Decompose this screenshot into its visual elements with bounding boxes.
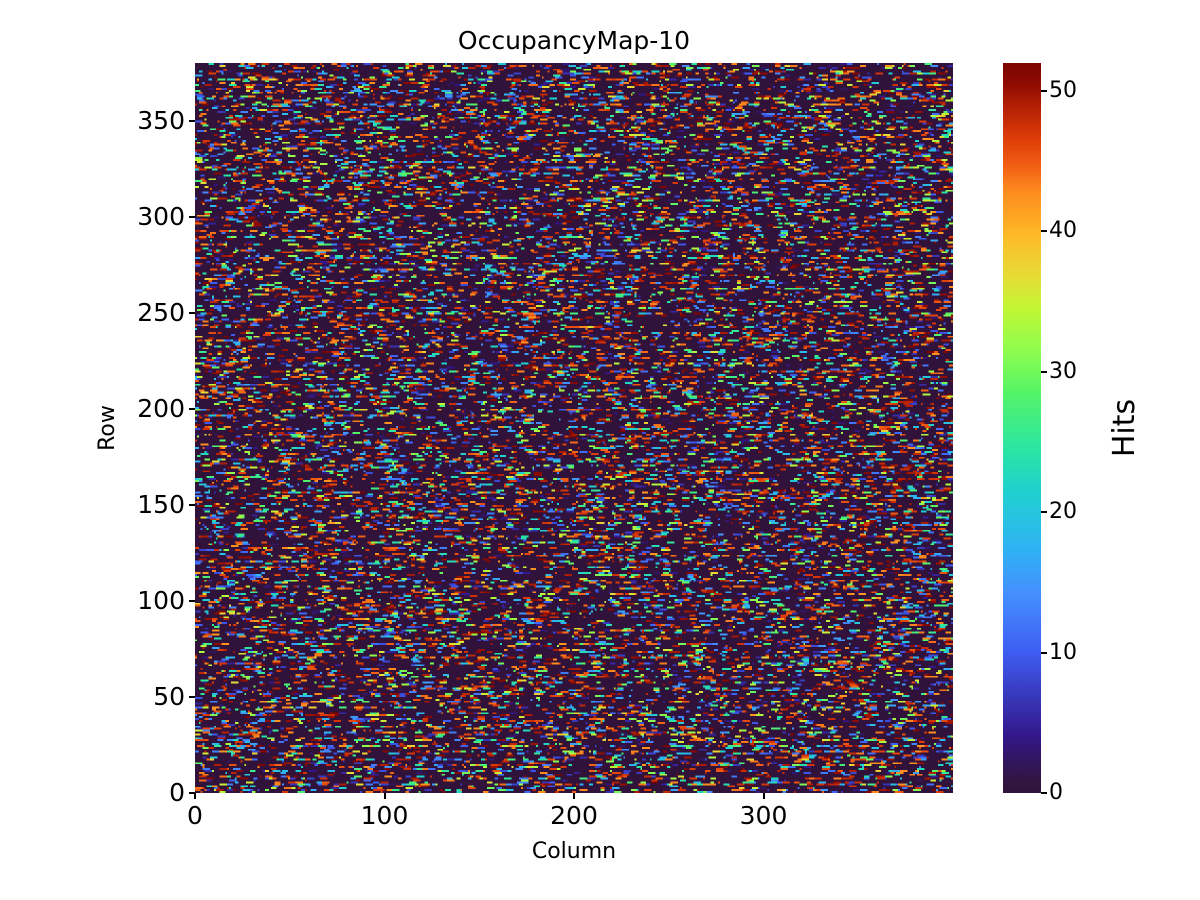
x-axis-tick-label: 300	[739, 801, 788, 830]
colorbar-tick-label: 40	[1049, 218, 1077, 244]
colorbar-tick-label: 10	[1049, 639, 1077, 665]
colorbar-label: Hits	[1107, 398, 1142, 458]
x-axis-tick-mark	[383, 793, 386, 799]
x-axis-tick-labels: 0 100 200 300	[187, 800, 953, 836]
y-axis-tick-label: 300	[137, 201, 185, 231]
y-axis-tick-mark	[189, 119, 195, 122]
y-axis-tick-mark	[189, 599, 195, 602]
colorbar-gradient	[1003, 63, 1041, 793]
x-axis-label: Column	[531, 839, 617, 864]
y-axis-tick-labels: 0 50 100 150 200 250 300 350	[95, 63, 185, 805]
y-axis-tick-mark	[189, 695, 195, 698]
y-axis-tick-label: 100	[137, 585, 185, 615]
colorbar-tick-marks	[1041, 63, 1047, 794]
y-axis-tick-label: 200	[137, 393, 185, 423]
y-axis-tick-mark	[189, 503, 195, 506]
y-axis-tick-mark	[189, 792, 195, 794]
colorbar	[1003, 63, 1047, 794]
y-axis-tick-label: 0	[169, 778, 185, 807]
colorbar-tick-label: 30	[1049, 358, 1077, 384]
y-axis-tick-mark	[189, 407, 195, 410]
page-title: OccupancyMap-10	[457, 26, 691, 55]
y-axis-tick-label: 250	[137, 297, 185, 327]
x-axis-tick-label: 100	[360, 801, 409, 830]
y-axis-tick-label: 150	[137, 489, 185, 519]
heatmap-axes	[195, 63, 953, 793]
colorbar-tick-mark	[1041, 792, 1047, 794]
colorbar-tick-label: 20	[1049, 499, 1077, 525]
x-axis-tick-label: 0	[187, 801, 203, 830]
x-axis-tick-mark	[194, 793, 196, 799]
y-axis-label: Row	[95, 405, 120, 451]
colorbar-tick-label: 0	[1049, 780, 1063, 805]
colorbar-tick-labels: 0 10 20 30 40 50	[1049, 63, 1109, 805]
colorbar-tick-mark	[1041, 230, 1047, 233]
colorbar-tick-mark	[1041, 651, 1047, 654]
y-axis-tick-mark	[189, 215, 195, 218]
colorbar-tick-mark	[1041, 511, 1047, 514]
colorbar-tick-mark	[1041, 90, 1047, 93]
y-axis-tick-label: 50	[153, 681, 185, 711]
x-axis-tick-marks	[194, 793, 953, 799]
y-axis-tick-label: 350	[137, 105, 185, 135]
x-axis-tick-label: 200	[550, 801, 598, 830]
colorbar-tick-mark	[1041, 370, 1047, 373]
x-axis-tick-mark	[762, 793, 765, 799]
y-axis-tick-mark	[189, 311, 195, 314]
y-axis-tick-marks	[189, 63, 195, 794]
x-axis-tick-mark	[573, 793, 575, 799]
colorbar-tick-label: 50	[1049, 78, 1077, 104]
heatmap-image	[195, 63, 953, 793]
